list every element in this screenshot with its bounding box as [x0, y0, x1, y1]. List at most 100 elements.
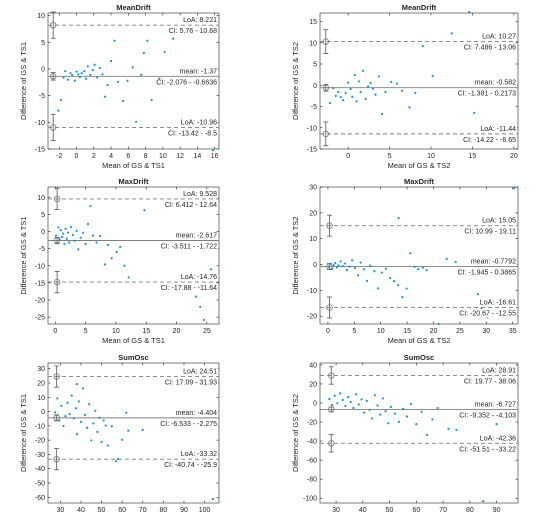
- data-point: [343, 262, 346, 265]
- data-point: [384, 90, 387, 94]
- data-point: [454, 260, 457, 264]
- data-point: [373, 270, 376, 273]
- mean-label-value: mean: -1.37: [180, 68, 217, 75]
- data-point: [64, 227, 67, 230]
- x-tick-label: 40: [77, 507, 85, 514]
- data-point: [95, 241, 98, 244]
- panel-5: 30 40 50 60 70 80 90 100 -60 -50 -40 -30 -20 -10 0 10 20…: [19, 353, 220, 514]
- data-point: [330, 403, 334, 407]
- data-point: [69, 225, 73, 229]
- y-tick-label: -30: [35, 452, 45, 459]
- x-tick-label: 15: [403, 328, 411, 335]
- data-point: [77, 400, 81, 403]
- ci-mean-marker: [328, 406, 335, 413]
- x-tick-label: 70: [439, 507, 447, 514]
- data-point: [62, 232, 65, 235]
- x-tick-label: 30: [56, 507, 64, 514]
- data-point: [101, 73, 104, 76]
- data-point: [96, 76, 99, 79]
- data-point: [131, 66, 134, 69]
- y-tick-label: -10: [35, 423, 45, 430]
- ci-upper-marker: [322, 38, 329, 45]
- x-tick-label: 80: [159, 507, 167, 514]
- data-point: [328, 102, 332, 105]
- mean-label-label-bg: [155, 79, 219, 87]
- x-tick-label: 90: [180, 507, 188, 514]
- data-point: [54, 411, 57, 414]
- y-axis-label: Difference of GS & TS2: [291, 394, 300, 472]
- data-point: [339, 260, 342, 263]
- y-tick-label: 5: [41, 212, 45, 219]
- y-tick-label: -60: [35, 495, 45, 502]
- data-point: [363, 411, 366, 414]
- loa-upper-label-value: LoA: 28.91: [482, 367, 516, 374]
- data-point: [73, 79, 76, 82]
- x-tick-label: 70: [139, 507, 147, 514]
- ci-upper-marker: [326, 222, 333, 229]
- loa-upper-label-label-bg: [182, 368, 219, 376]
- loa-lower-label-ci: CI: -51.51 - -33.22: [459, 446, 516, 453]
- data-point: [127, 429, 130, 432]
- data-point: [332, 87, 335, 90]
- x-tick-label: 10: [427, 153, 435, 160]
- data-point: [360, 398, 363, 401]
- data-point: [91, 234, 94, 237]
- x-tick-label: 20: [173, 328, 181, 335]
- loa-lower-label-ci: CI: -13.42 - -8.5: [168, 130, 217, 137]
- data-point: [70, 394, 73, 397]
- loa-lower-label-label-bg: [179, 119, 219, 127]
- y-tick-label: 0: [41, 409, 45, 416]
- data-point: [75, 70, 78, 73]
- data-point: [374, 93, 377, 96]
- data-point: [344, 91, 347, 94]
- panel-1: -2 0 2 4 6 8 10 12 14 16 -15 -10 -5 0 5 10 MeanDrift Mean…: [19, 3, 220, 170]
- chart-title: SumOsc: [404, 353, 434, 362]
- loa-lower-label-ci: CI: -17.88 - -11.64: [161, 285, 217, 292]
- data-point: [172, 37, 175, 40]
- y-tick-label: 20: [309, 210, 317, 217]
- data-point: [146, 39, 149, 42]
- data-point: [445, 257, 448, 260]
- data-point: [66, 401, 69, 404]
- x-tick-label: 15: [142, 328, 150, 335]
- loa-lower-label-label-bg: [166, 130, 219, 138]
- x-tick-label: 6: [126, 153, 130, 160]
- data-point: [194, 295, 198, 298]
- y-tick-label: 5: [313, 62, 317, 69]
- panel-2: 0 5 10 15 20 -15 -10 -5 0 5 10 15 MeanDrift Mean of G…: [291, 3, 519, 170]
- y-tick-label: -20: [35, 438, 45, 445]
- data-point: [397, 420, 401, 423]
- x-tick-label: 5: [84, 328, 88, 335]
- x-tick-label: 30: [482, 328, 490, 335]
- mean-label-label-bg: [174, 232, 219, 240]
- chart-title: MaxDrift: [404, 177, 435, 186]
- x-tick-label: 35: [509, 328, 517, 335]
- data-point: [373, 394, 376, 397]
- data-point: [355, 393, 358, 396]
- data-point: [328, 397, 331, 401]
- x-tick-label: 100: [199, 507, 211, 514]
- loa-upper-label-value: LoA: 8.221: [183, 17, 217, 24]
- data-point: [447, 427, 450, 431]
- data-point: [437, 322, 440, 326]
- data-point: [127, 276, 130, 279]
- data-point: [103, 95, 107, 98]
- data-point: [75, 229, 78, 232]
- loa-lower-label-label-bg: [179, 451, 219, 459]
- loa-upper-label-label-bg: [462, 378, 518, 386]
- data-point: [384, 410, 387, 413]
- data-point: [401, 296, 404, 299]
- ci-lower-marker: [53, 278, 61, 286]
- data-point: [415, 423, 418, 426]
- loa-upper-label-ci: CI: 5.76 - 10.68: [169, 28, 217, 35]
- mean-label-ci: CI: -1.381 - 0.2173: [458, 91, 516, 98]
- x-tick-label: 0: [326, 328, 330, 335]
- data-point: [84, 242, 87, 245]
- mean-label-ci: CI: -9.352 - -4.103: [459, 412, 516, 419]
- x-axis-label: Mean of GS & TS1: [102, 336, 165, 345]
- data-point: [77, 248, 80, 251]
- x-tick-label: 20: [510, 153, 518, 160]
- x-axis-label: Mean of GS & TS2: [388, 161, 451, 170]
- data-point: [72, 417, 75, 420]
- data-point: [79, 420, 83, 423]
